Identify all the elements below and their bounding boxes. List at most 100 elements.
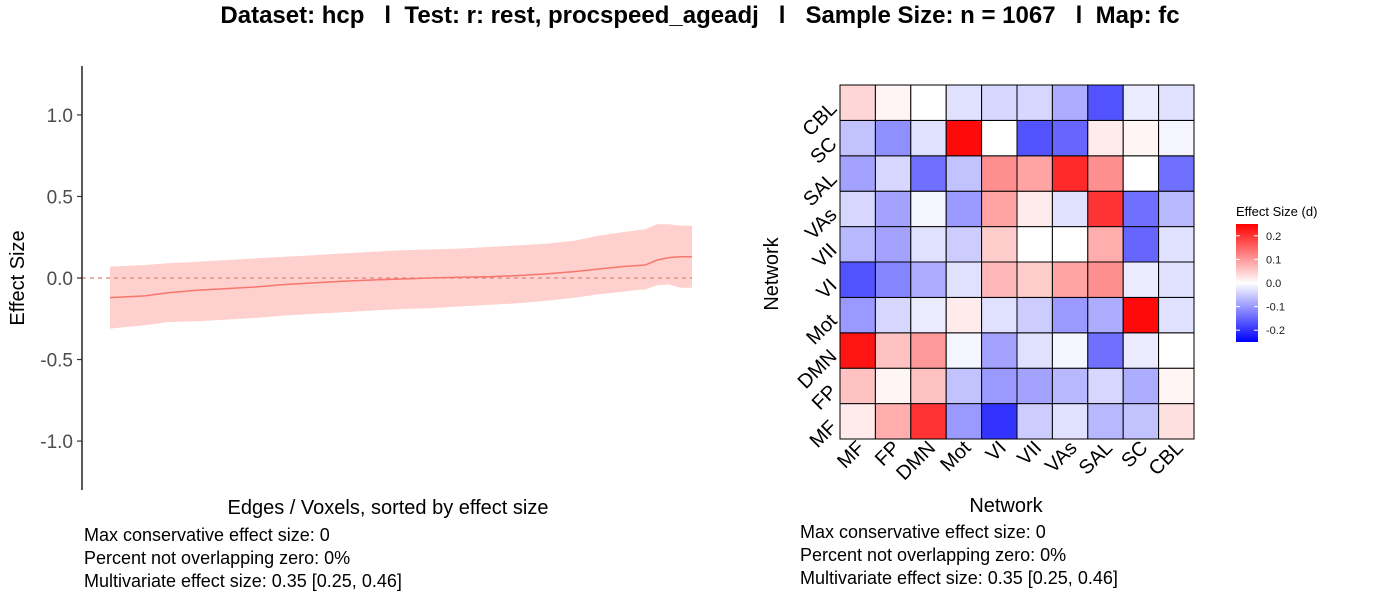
right-stat-percent-not-overlapping: Percent not overlapping zero: 0%: [800, 545, 1067, 565]
heatmap-cell: [1122, 261, 1160, 298]
heatmap-cell: [1016, 367, 1053, 405]
heatmap-cell: [1158, 296, 1195, 334]
heatmap-cell: [1158, 84, 1195, 121]
heatmap-y-tick-label: SAL: [799, 168, 841, 210]
heatmap-cell: [839, 332, 876, 369]
heatmap-cell: [910, 155, 947, 192]
heatmap-cell: [874, 226, 912, 263]
heatmap-y-tick-label: VI: [813, 275, 842, 304]
heatmap-cell: [1122, 296, 1160, 334]
heatmap-cell: [1087, 226, 1124, 263]
y-tick-label: -1.0: [40, 432, 73, 453]
heatmap-cell: [1051, 155, 1089, 192]
heatmap-cell: [1016, 155, 1053, 192]
heatmap-cell: [1016, 84, 1053, 121]
heatmap-y-tick-label: CBL: [798, 98, 841, 141]
heatmap-cell: [874, 296, 912, 334]
confidence-ribbon: [110, 224, 692, 329]
heatmap-cell: [910, 84, 947, 121]
heatmap-cell: [1016, 403, 1053, 440]
heatmap-cell: [945, 367, 983, 405]
heatmap-cell: [839, 367, 876, 405]
heatmap-cell: [839, 261, 876, 298]
heatmap-cell: [945, 190, 983, 228]
heatmap-cell: [839, 403, 876, 440]
heatmap-cell: [1051, 296, 1089, 334]
heatmap-cell: [1122, 190, 1160, 228]
heatmap-x-tick-label: VII: [1013, 437, 1046, 470]
main-title: Dataset: hcp l Test: r: rest, procspeed_…: [220, 2, 1180, 29]
heatmap-cell: [1016, 226, 1053, 263]
x-axis-label: Edges / Voxels, sorted by effect size: [228, 497, 549, 519]
heatmap-cell: [945, 403, 983, 440]
heatmap-x-tick-label: MF: [833, 437, 869, 473]
heatmap-cell: [1087, 296, 1124, 334]
heatmap-cell: [1051, 403, 1089, 440]
heatmap-cell: [1051, 367, 1089, 405]
heatmap-cell: [1051, 84, 1089, 121]
heatmap-cell: [910, 226, 947, 263]
heatmap-cell: [1087, 367, 1124, 405]
heatmap-cell: [981, 119, 1018, 157]
legend-colorbar: [1236, 224, 1258, 342]
legend-title: Effect Size (d): [1236, 204, 1317, 219]
heatmap-cell: [1158, 155, 1195, 192]
heatmap-y-tick-label: VAs: [801, 204, 841, 244]
heatmap-cell: [1087, 155, 1124, 192]
heatmap-cell: [1122, 403, 1160, 440]
heatmap-cell: [1158, 226, 1195, 263]
heatmap-cell: [1158, 190, 1195, 228]
heatmap-cell: [1051, 332, 1089, 369]
heatmap-x-tick-label: Mot: [936, 437, 975, 476]
legend-tick-label: 0.0: [1266, 278, 1281, 290]
heatmap-cell: [981, 190, 1018, 228]
heatmap-cell: [839, 226, 876, 263]
heatmap-y-tick-label: VII: [809, 239, 842, 272]
heatmap-cell: [945, 155, 983, 192]
heatmap-cell: [839, 84, 876, 121]
heatmap-cell: [1016, 119, 1053, 157]
heatmap-cell: [1087, 119, 1124, 157]
heatmap-cell: [1051, 119, 1089, 157]
right-stat-max-conservative: Max conservative effect size: 0: [800, 522, 1046, 542]
y-tick-label: 1.0: [47, 106, 73, 127]
heatmap-cell: [874, 261, 912, 298]
heatmap-cell: [981, 367, 1018, 405]
y-tick-label: 0.0: [47, 269, 73, 290]
heatmap-cell: [981, 296, 1018, 334]
heatmap-cell: [839, 119, 876, 157]
heatmap-cell: [910, 296, 947, 334]
heatmap-cell: [945, 332, 983, 369]
heatmap-cell: [874, 403, 912, 440]
y-tick-label: -0.5: [40, 351, 73, 372]
heatmap-cell: [1158, 332, 1195, 369]
heatmap-cell: [1016, 261, 1053, 298]
heatmap-y-tick-label: DMN: [794, 345, 842, 393]
heatmap-cell: [945, 119, 983, 157]
y-tick-label: 0.5: [47, 187, 73, 208]
heatmap-cell: [1122, 84, 1160, 121]
heatmap-cell: [910, 119, 947, 157]
heatmap-cell: [1122, 226, 1160, 263]
right-stats: Max conservative effect size: 0 Percent …: [800, 521, 1118, 590]
heatmap-cell: [874, 119, 912, 157]
heatmap-x-tick-label: SAL: [1075, 437, 1117, 479]
heatmap-x-axis-label: Network: [969, 495, 1043, 517]
heatmap-cell: [981, 84, 1018, 121]
heatmap-cell: [910, 332, 947, 369]
heatmap-cell: [1051, 261, 1089, 298]
heatmap-x-tick-label: CBL: [1145, 437, 1188, 480]
heatmap-cell: [1051, 190, 1089, 228]
heatmap-cell: [1016, 190, 1053, 228]
legend-tick-label: 0.2: [1266, 231, 1281, 243]
heatmap-cell: [981, 226, 1018, 263]
heatmap-x-tick-label: VAs: [1041, 437, 1081, 477]
heatmap-cell: [1122, 119, 1160, 157]
heatmap-cell: [874, 155, 912, 192]
heatmap-cell: [874, 190, 912, 228]
heatmap-cell: [1016, 296, 1053, 334]
heatmap-x-tick-label: DMN: [892, 437, 940, 485]
heatmap-cell: [910, 261, 947, 298]
heatmap-cell: [945, 226, 983, 263]
heatmap-cell: [874, 84, 912, 121]
